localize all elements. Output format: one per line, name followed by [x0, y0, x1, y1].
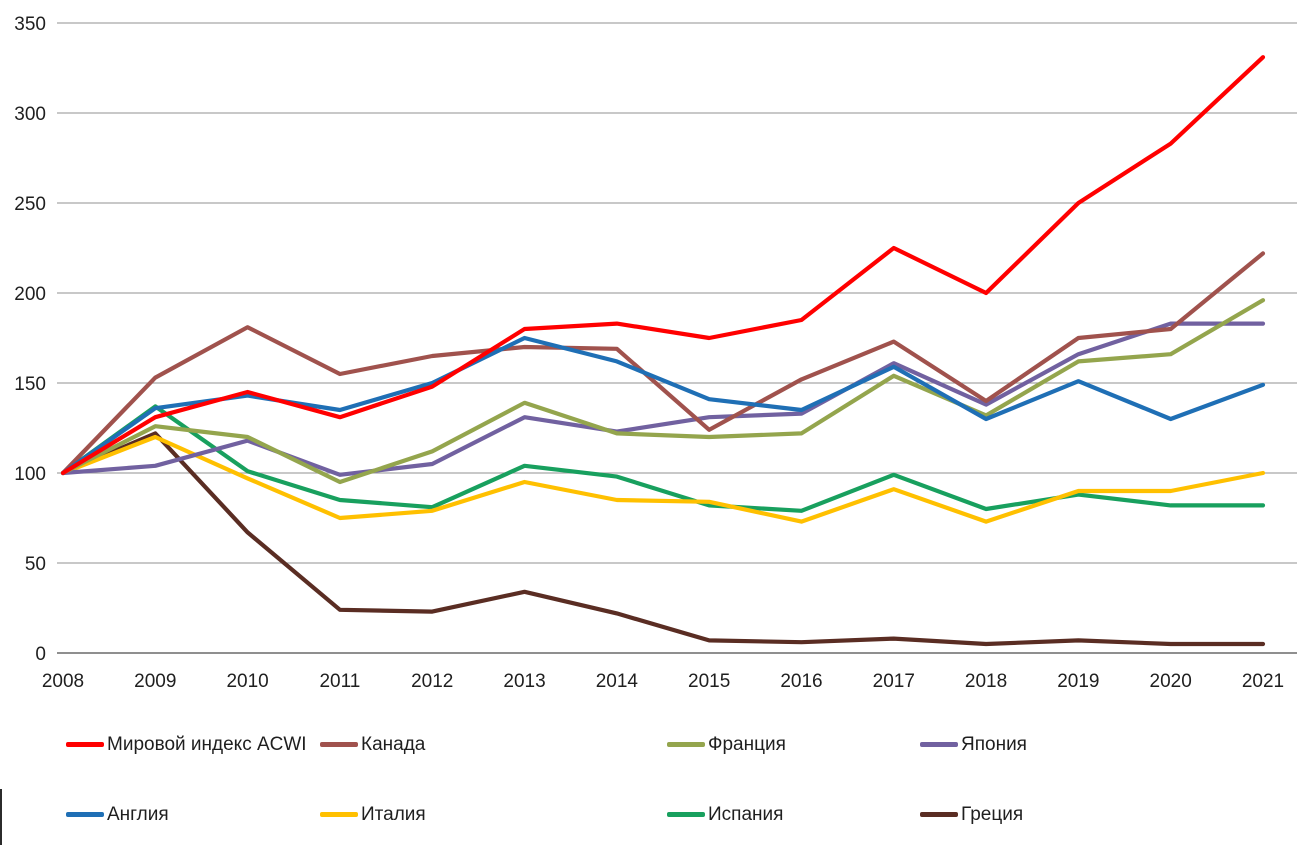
- y-tick-label: 0: [35, 644, 46, 665]
- x-tick-label: 2020: [1150, 671, 1192, 692]
- x-tick-label: 2011: [319, 671, 360, 692]
- x-tick-label: 2016: [780, 671, 822, 692]
- left-edge-artifact: [0, 789, 2, 845]
- legend-label-canada: Канада: [361, 733, 426, 755]
- x-tick-label: 2012: [411, 671, 453, 692]
- y-axis-tick-labels: 0 50 100 150 200 250 300 350: [14, 14, 46, 665]
- legend-label-acwi: Мировой индекс ACWI: [107, 733, 307, 755]
- series-line-france: [60, 298, 1266, 485]
- legend-item-greece: Греция: [920, 794, 1023, 834]
- series-line-spain: [60, 404, 1266, 513]
- legend-item-spain: Испания: [667, 794, 783, 834]
- legend-item-canada: Канада: [320, 724, 425, 764]
- gridlines: [57, 22, 1297, 654]
- series-lines: [60, 55, 1266, 647]
- series-line-japan: [60, 321, 1266, 477]
- legend-label-japan: Япония: [961, 733, 1027, 755]
- legend-swatch-acwi: [66, 741, 104, 747]
- x-tick-label: 2014: [596, 671, 639, 692]
- y-tick-label: 250: [14, 194, 46, 215]
- series-line-acwi: [60, 55, 1266, 476]
- legend-item-france: Франция: [667, 724, 786, 764]
- y-tick-label: 100: [14, 464, 46, 485]
- legend-swatch-spain: [667, 811, 705, 817]
- series-line-italy: [60, 434, 1266, 524]
- legend-item-italy: Италия: [320, 794, 426, 834]
- legend-label-greece: Греция: [961, 803, 1024, 825]
- x-tick-label: 2010: [226, 671, 268, 692]
- legend-swatch-canada: [320, 741, 358, 747]
- legend-swatch-italy: [320, 811, 358, 817]
- legend-item-japan: Япония: [920, 724, 1027, 764]
- x-tick-label: 2009: [134, 671, 176, 692]
- legend-label-france: Франция: [708, 733, 786, 755]
- x-axis-tick-labels: 2008 2009 2010 2011 2012 2013 2014 2015 2016 2017…: [42, 671, 1284, 692]
- x-tick-label: 2015: [688, 671, 730, 692]
- legend-label-spain: Испания: [708, 803, 784, 825]
- y-tick-label: 350: [14, 14, 46, 35]
- legend-label-italy: Италия: [361, 803, 426, 825]
- legend-swatch-england: [66, 811, 104, 817]
- legend-item-acwi: Мировой индекс ACWI: [66, 724, 307, 764]
- series-line-canada: [60, 251, 1266, 476]
- legend-item-england: Англия: [66, 794, 169, 834]
- y-tick-label: 300: [14, 104, 46, 125]
- x-tick-label: 2019: [1057, 671, 1099, 692]
- legend-swatch-japan: [920, 741, 958, 747]
- x-tick-label: 2018: [965, 671, 1007, 692]
- y-tick-label: 50: [25, 554, 46, 575]
- y-tick-label: 150: [14, 374, 46, 395]
- series-line-england: [60, 335, 1266, 476]
- legend-swatch-france: [667, 741, 705, 747]
- x-tick-label: 2017: [873, 671, 915, 692]
- line-chart: 0 50 100 150 200 250 300 350 2008 2009 2010 2011 201…: [14, 14, 1297, 692]
- x-tick-label: 2008: [42, 671, 84, 692]
- y-tick-label: 200: [14, 284, 46, 305]
- x-tick-label: 2021: [1242, 671, 1284, 692]
- legend-label-england: Англия: [107, 803, 169, 825]
- x-tick-label: 2013: [503, 671, 545, 692]
- legend-swatch-greece: [920, 811, 958, 817]
- series-line-greece: [60, 431, 1266, 647]
